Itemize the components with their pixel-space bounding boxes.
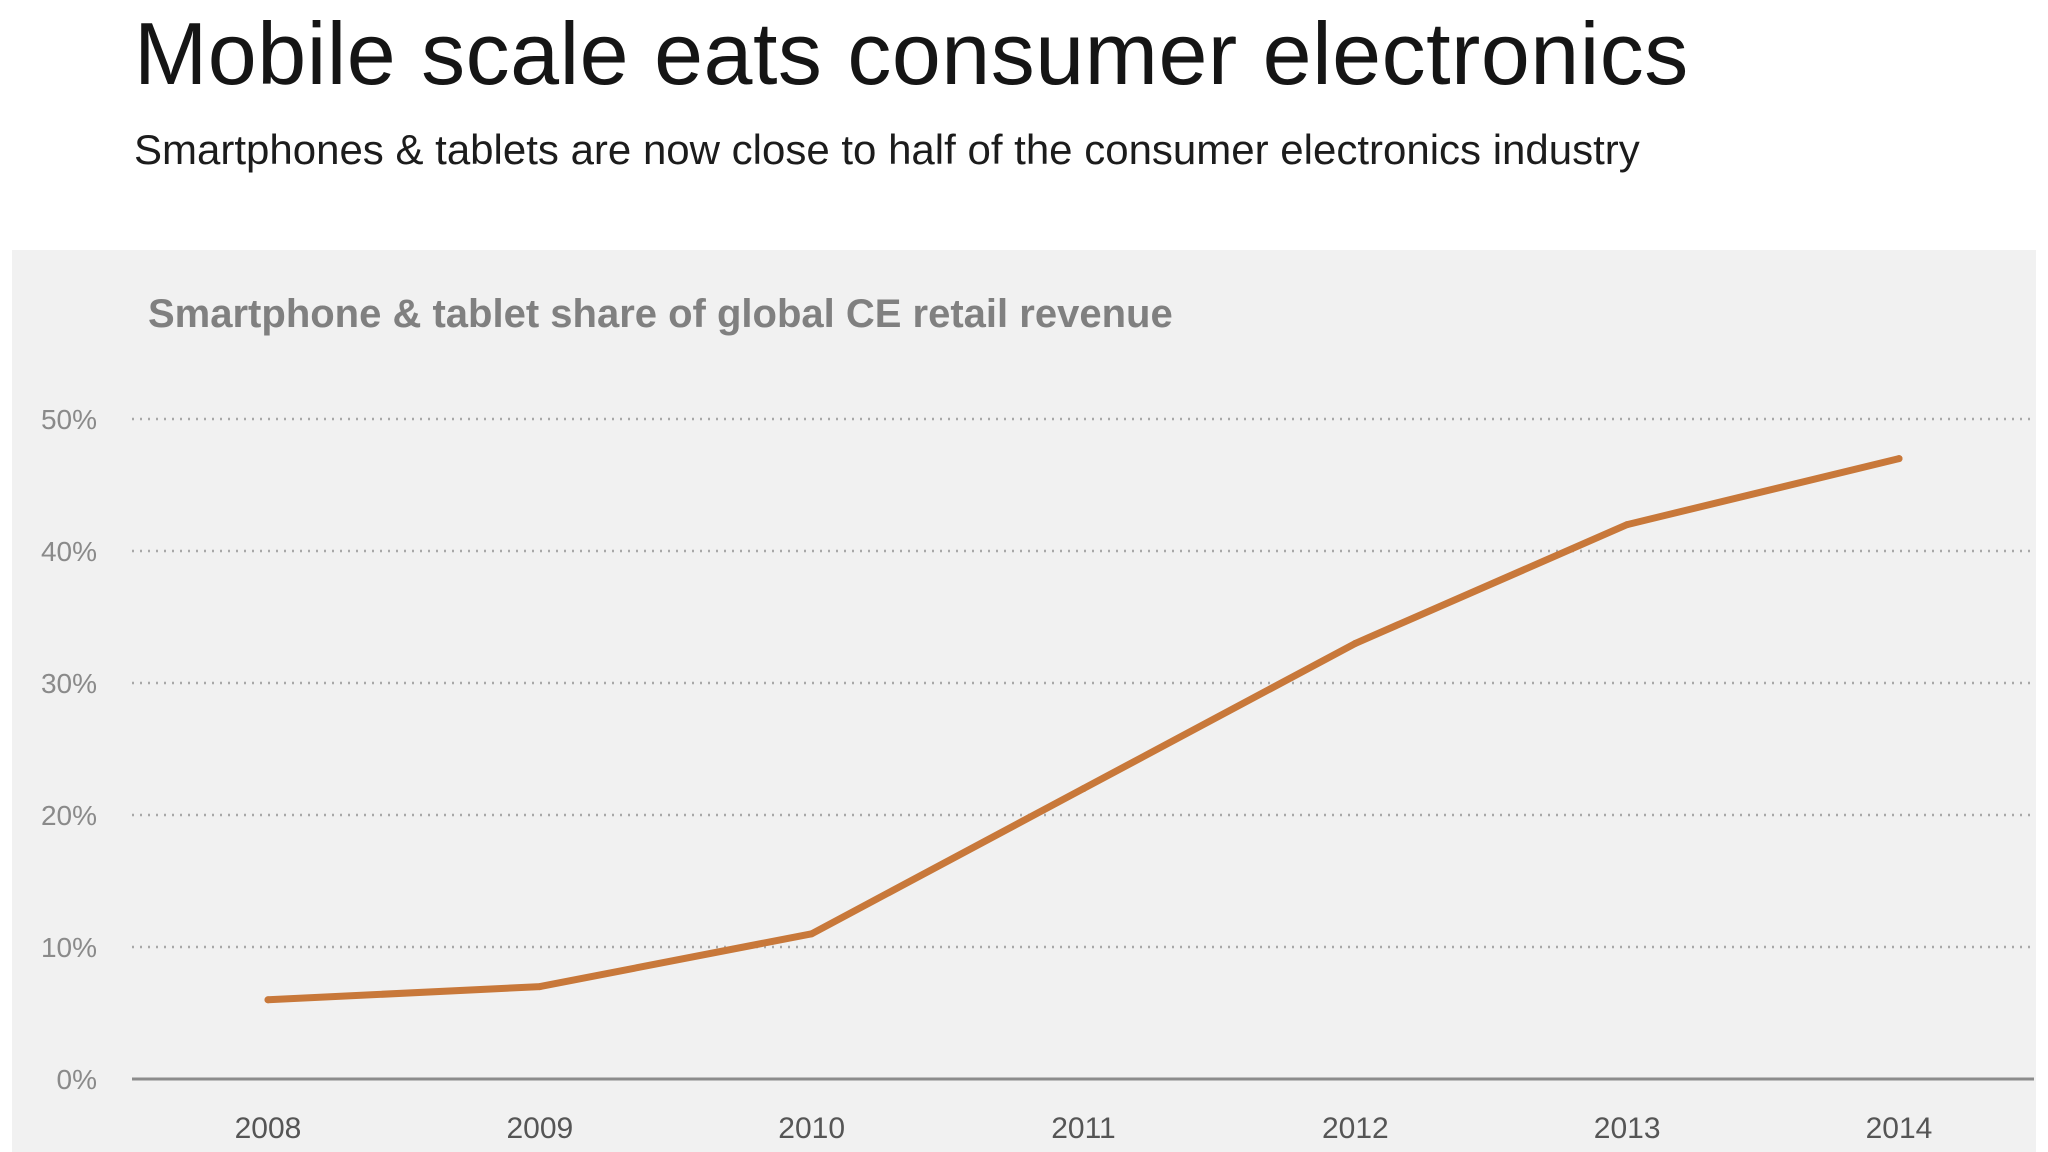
y-tick-label: 40%	[41, 536, 97, 567]
y-tick-label: 30%	[41, 668, 97, 699]
series-line	[264, 455, 1903, 1004]
data-point-2012	[1351, 639, 1359, 647]
chart-title: Smartphone & tablet share of global CE r…	[148, 292, 1173, 336]
y-tick-label: 20%	[41, 800, 97, 831]
x-tick-label: 2008	[235, 1112, 302, 1145]
x-tick-label: 2011	[1051, 1112, 1116, 1145]
data-point-2009	[536, 983, 544, 991]
y-axis-ticks: 0% 10% 20% 30% 40% 50%	[41, 404, 97, 1095]
y-tick-label: 50%	[41, 404, 97, 435]
x-axis-ticks: 2008 2009 2010 2011 2012 2013 2014	[235, 1112, 1933, 1145]
x-tick-label: 2014	[1866, 1112, 1933, 1145]
data-point-2008	[264, 996, 272, 1004]
x-tick-label: 2013	[1594, 1112, 1661, 1145]
x-tick-label: 2009	[506, 1112, 573, 1145]
x-tick-label: 2010	[778, 1112, 845, 1145]
data-point-2014	[1895, 455, 1903, 463]
x-tick-label: 2012	[1322, 1112, 1389, 1145]
y-tick-label: 10%	[41, 932, 97, 963]
page-subtitle: Smartphones & tablets are now close to h…	[134, 126, 1640, 173]
page-title: Mobile scale eats consumer electronics	[134, 4, 1689, 103]
y-tick-label: 0%	[57, 1064, 97, 1095]
chart-panel	[12, 250, 2036, 1152]
series-group	[264, 455, 1903, 1004]
data-point-2010	[808, 930, 816, 938]
data-point-2013	[1623, 521, 1631, 529]
gridlines	[132, 417, 2034, 949]
data-point-2011	[1080, 785, 1087, 793]
